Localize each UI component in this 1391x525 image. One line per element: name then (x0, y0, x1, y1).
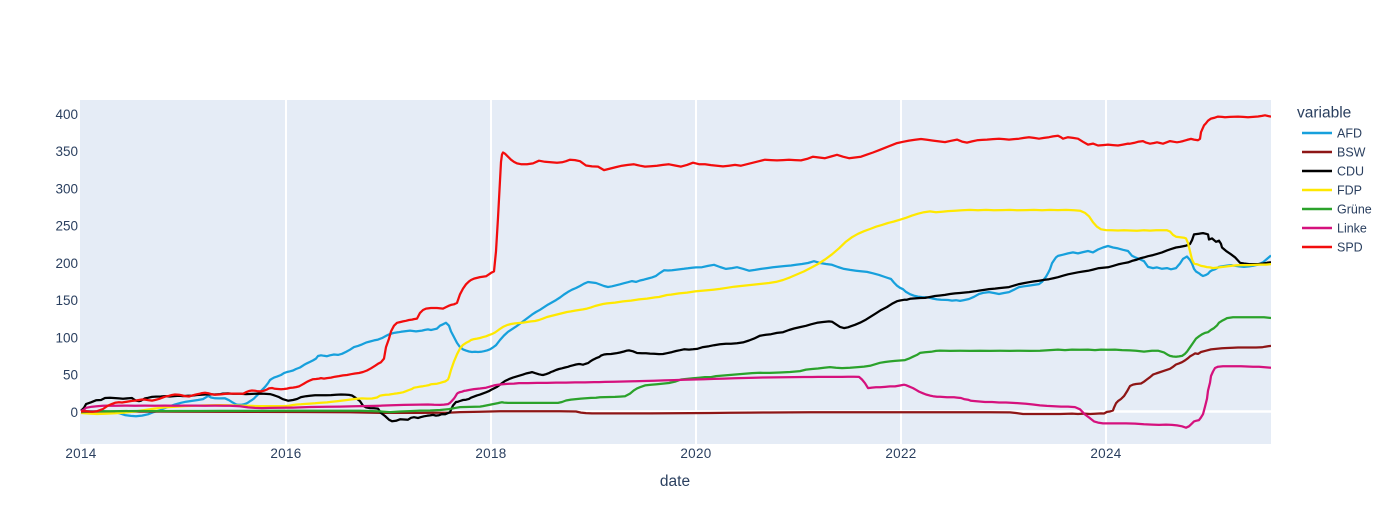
svg-text:date: date (660, 473, 690, 490)
svg-text:200: 200 (55, 256, 78, 271)
svg-text:Grüne: Grüne (1337, 203, 1372, 217)
svg-text:2024: 2024 (1090, 446, 1121, 461)
svg-text:100: 100 (55, 330, 78, 345)
svg-text:0: 0 (70, 405, 78, 420)
svg-text:BSW: BSW (1337, 146, 1366, 160)
svg-text:350: 350 (55, 144, 78, 159)
svg-text:2018: 2018 (475, 446, 506, 461)
svg-text:Linke: Linke (1337, 222, 1367, 236)
svg-text:CDU: CDU (1337, 165, 1364, 179)
svg-text:2022: 2022 (885, 446, 916, 461)
svg-text:400: 400 (55, 107, 78, 122)
svg-text:SPD: SPD (1337, 241, 1363, 255)
svg-text:250: 250 (55, 219, 78, 234)
svg-text:2014: 2014 (65, 446, 96, 461)
svg-text:150: 150 (55, 293, 78, 308)
svg-text:2016: 2016 (270, 446, 301, 461)
svg-text:2020: 2020 (680, 446, 711, 461)
svg-text:variable: variable (1297, 105, 1351, 122)
svg-text:50: 50 (63, 368, 78, 383)
svg-text:FDP: FDP (1337, 184, 1362, 198)
svg-text:300: 300 (55, 181, 78, 196)
svg-text:AFD: AFD (1337, 127, 1362, 141)
